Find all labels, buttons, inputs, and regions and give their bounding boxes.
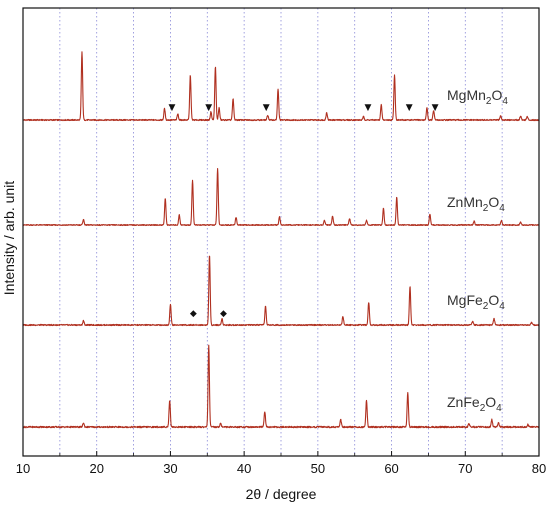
peak-point: [340, 421, 341, 422]
peak-point: [468, 425, 469, 426]
x-axis-title: 2θ / degree: [246, 486, 317, 502]
peak-point: [277, 92, 278, 93]
peak-point: [210, 115, 211, 116]
peak-marker: ▼: [263, 103, 270, 113]
y-axis-title: Intensity / arb. unit: [1, 181, 17, 296]
x-tick-label: 70: [458, 461, 472, 476]
trace-line: [22, 167, 540, 227]
series-trace-mgmn2o4: [22, 51, 540, 122]
peak-point: [363, 119, 364, 120]
peak-point: [265, 307, 266, 308]
peak-point: [179, 216, 180, 217]
peak-point: [217, 170, 218, 171]
peak-point: [429, 215, 430, 216]
peak-point: [218, 111, 219, 112]
grid-lines: [59, 8, 503, 456]
x-tick-label: 40: [237, 461, 251, 476]
x-axis-ticks: 10 20 30 40 50 60 70 80: [16, 451, 546, 476]
peak-point: [498, 424, 499, 425]
peak-point: [500, 118, 501, 119]
peak-point: [381, 108, 382, 109]
peak-point: [221, 320, 222, 321]
peak-point: [407, 394, 408, 395]
peak-point: [190, 78, 191, 79]
peak-point: [349, 219, 350, 220]
peak-point: [472, 322, 473, 323]
series-label: MgFe2O4: [447, 292, 505, 312]
peak-point: [433, 113, 434, 114]
x-tick-label: 50: [311, 461, 325, 476]
peak-point: [267, 118, 268, 119]
peak-point: [81, 55, 82, 56]
trace-line: [22, 255, 540, 327]
peak-point: [366, 222, 367, 223]
peak-point: [409, 287, 410, 288]
peak-point: [520, 119, 521, 120]
peak-point: [474, 222, 475, 223]
peak-marker: ▼: [365, 103, 372, 113]
trace-line: [22, 51, 540, 122]
series-label: ZnFe2O4: [447, 394, 502, 414]
series-trace-mgfe2o4: [22, 255, 540, 327]
peak-point: [209, 256, 210, 257]
series-trace-znfe2o4: [22, 344, 540, 429]
trace-line: [22, 344, 540, 429]
x-tick-label: 20: [89, 461, 103, 476]
peak-point: [326, 115, 327, 116]
peak-point: [235, 218, 236, 219]
peak-point: [394, 77, 395, 78]
peak-point: [215, 69, 216, 70]
x-tick-label: 30: [163, 461, 177, 476]
peak-point: [170, 305, 171, 306]
peak-point: [83, 424, 84, 425]
peak-marker: ▼: [406, 103, 413, 113]
peak-point: [83, 220, 84, 221]
peak-point: [332, 217, 333, 218]
peak-markers: ▼ ▼ ▼ ▼ ▼ ▼ ◆ ◆: [168, 103, 438, 319]
peak-point: [164, 111, 165, 112]
peak-point: [520, 223, 521, 224]
peak-point: [208, 346, 209, 347]
peak-point: [368, 303, 369, 304]
x-tick-label: 10: [16, 461, 30, 476]
peak-point: [491, 421, 492, 422]
peak-point: [169, 401, 170, 402]
x-tick-label: 80: [532, 461, 546, 476]
peak-point: [426, 111, 427, 112]
peak-marker: ▼: [432, 103, 439, 113]
peak-point: [192, 181, 193, 182]
peak-point: [342, 317, 343, 318]
series-trace-znmn2o4: [22, 167, 540, 227]
peak-point: [501, 222, 502, 223]
peak-point: [232, 102, 233, 103]
peak-point: [493, 320, 494, 321]
peak-marker: ◆: [220, 309, 227, 319]
peak-point: [165, 199, 166, 200]
peak-point: [396, 198, 397, 199]
peak-point: [220, 424, 221, 425]
series-traces: [22, 51, 540, 429]
peak-point: [531, 323, 532, 324]
peak-marker: ▼: [205, 103, 212, 113]
series-label: ZnMn2O4: [447, 194, 505, 214]
peak-marker: ◆: [190, 309, 197, 319]
x-tick-label: 60: [384, 461, 398, 476]
peak-marker: ▼: [168, 103, 175, 113]
peak-point: [83, 322, 84, 323]
peak-point: [279, 218, 280, 219]
peak-point: [383, 209, 384, 210]
peak-point: [366, 401, 367, 402]
peak-point: [527, 426, 528, 427]
peak-point: [324, 222, 325, 223]
series-label: MgMn2O4: [447, 87, 508, 107]
peak-point: [527, 119, 528, 120]
peak-point: [177, 117, 178, 118]
series-labels: MgMn2O4 ZnMn2O4 MgFe2O4 ZnFe2O4: [447, 87, 508, 414]
peak-point: [264, 412, 265, 413]
